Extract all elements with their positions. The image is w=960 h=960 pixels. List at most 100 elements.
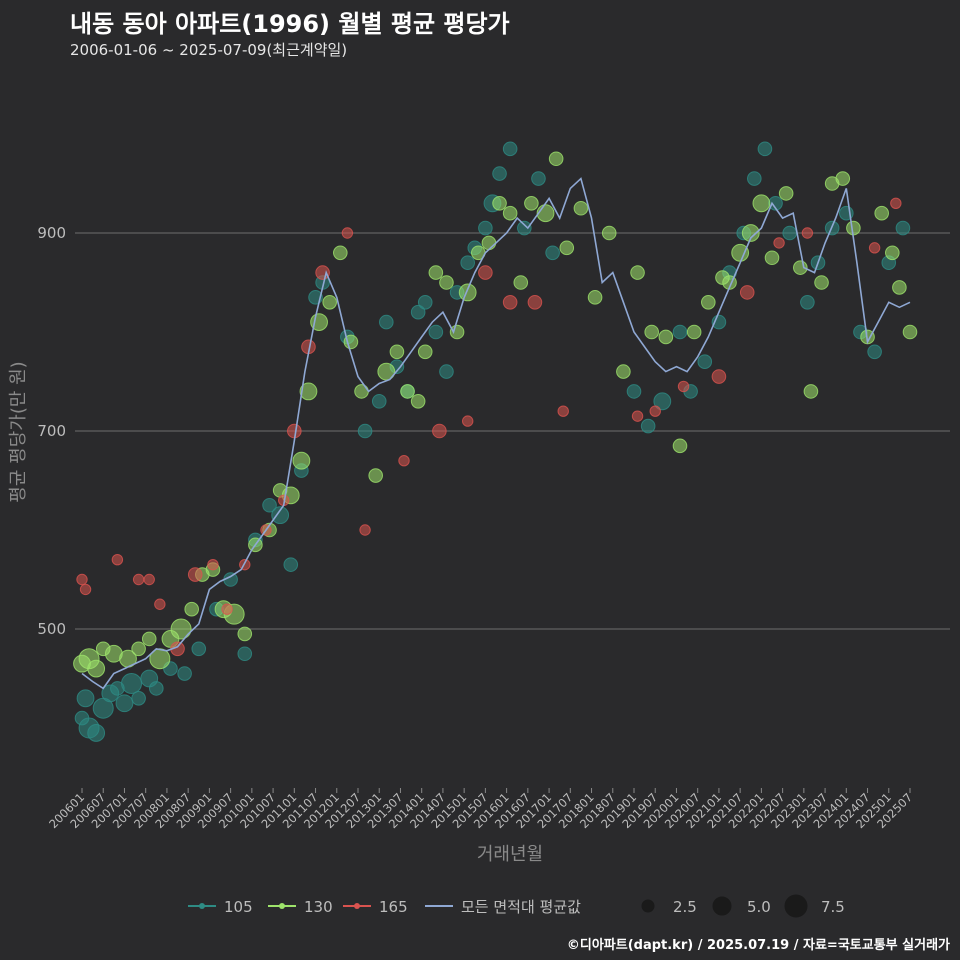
data-point-165 — [187, 567, 203, 582]
data-point-130 — [601, 225, 617, 241]
data-point-165 — [677, 380, 690, 393]
data-point-130 — [658, 329, 674, 345]
data-point-105 — [439, 364, 454, 379]
data-point-130 — [131, 641, 146, 657]
data-point-130 — [400, 384, 415, 399]
data-point-130 — [672, 438, 688, 454]
x-axis-label: 거래년월 — [477, 844, 543, 865]
data-point-130 — [741, 224, 760, 242]
data-point-105 — [149, 681, 164, 696]
data-point-130 — [874, 205, 889, 221]
data-point-165 — [111, 554, 124, 566]
data-point-105 — [757, 141, 773, 157]
data-point-105 — [626, 384, 642, 399]
data-point-130 — [417, 344, 433, 360]
data-point-105 — [121, 672, 143, 694]
size-legend-label: 7.5 — [821, 898, 845, 916]
data-point-130 — [701, 295, 716, 310]
data-point-165 — [649, 405, 661, 417]
data-point-165 — [868, 242, 881, 254]
data-point-130 — [292, 451, 311, 470]
size-legend-label: 2.5 — [673, 898, 697, 916]
data-point-105 — [417, 295, 433, 310]
data-point-165 — [478, 265, 493, 280]
data-point-105 — [460, 255, 475, 271]
data-point-105 — [428, 324, 444, 340]
data-point-130 — [524, 196, 539, 211]
data-point-165 — [398, 455, 410, 467]
data-point-130 — [492, 196, 507, 211]
data-point-105 — [115, 694, 134, 713]
data-point-105 — [237, 646, 253, 662]
data-point-165 — [143, 573, 155, 586]
data-point-105 — [410, 304, 426, 320]
data-point-130 — [559, 240, 575, 256]
data-point-105 — [76, 689, 95, 708]
data-point-130 — [764, 250, 780, 266]
data-point-105 — [867, 344, 882, 360]
data-point-105 — [379, 314, 394, 330]
legend-swatch-dot — [199, 903, 205, 909]
data-point-130 — [141, 631, 157, 647]
data-point-105 — [283, 557, 299, 572]
data-point-130 — [410, 394, 426, 409]
legend-label-130: 130 — [304, 898, 333, 916]
size-legend-label: 5.0 — [747, 898, 771, 916]
data-point-165 — [801, 227, 814, 239]
data-point-130 — [343, 334, 359, 350]
legend-swatch-dot — [279, 903, 285, 909]
data-point-130 — [481, 235, 497, 251]
y-axis-ticks: 500 700 900 — [37, 224, 66, 638]
data-point-165 — [76, 573, 88, 586]
data-point-165 — [79, 583, 92, 596]
data-point-105 — [492, 166, 507, 181]
data-point-105 — [131, 691, 146, 706]
average-line-group — [81, 177, 911, 690]
data-point-130 — [389, 344, 405, 360]
y-axis-label: 평균 평당가(만 원) — [8, 361, 29, 502]
data-point-130 — [587, 290, 603, 305]
data-point-165 — [773, 237, 785, 249]
chart-subtitle: 2006-01-06 ~ 2025-07-09(최근계약일) — [70, 41, 348, 59]
chart-title: 내동 동아 아파트(1996) 월별 평균 평당가 — [70, 10, 510, 38]
legend: 105 130 165 모든 면적대 평균값 2.5 5.0 7.5 — [188, 894, 845, 918]
x-axis-ticks: 2006012006072007012007072008012008072009… — [46, 788, 915, 831]
data-point-130 — [616, 364, 631, 379]
data-points — [73, 141, 918, 742]
data-point-105 — [545, 245, 560, 261]
data-point-105 — [782, 225, 797, 241]
data-point-130 — [892, 280, 907, 295]
legend-swatch-dot — [354, 903, 360, 909]
data-point-130 — [333, 245, 348, 261]
data-point-105 — [697, 354, 713, 370]
data-point-130 — [752, 194, 771, 213]
data-point-165 — [557, 405, 569, 417]
data-point-165 — [527, 295, 543, 310]
data-point-105 — [177, 666, 192, 681]
data-point-105 — [517, 220, 532, 236]
data-point-105 — [672, 324, 688, 340]
data-point-130 — [354, 384, 369, 399]
data-point-130 — [513, 275, 529, 290]
size-legend-circle — [641, 899, 655, 913]
y-tick-label: 900 — [37, 224, 66, 242]
legend-label-165: 165 — [379, 898, 408, 916]
data-point-165 — [631, 410, 644, 422]
data-point-165 — [359, 524, 371, 536]
data-point-130 — [573, 200, 589, 216]
data-point-165 — [207, 558, 219, 571]
data-point-130 — [548, 151, 564, 167]
data-point-130 — [536, 204, 555, 223]
data-point-165 — [711, 369, 727, 384]
data-point-105 — [357, 423, 373, 439]
data-point-105 — [191, 641, 207, 657]
data-point-165 — [221, 603, 233, 615]
data-point-130 — [184, 601, 199, 617]
data-point-130 — [814, 275, 829, 290]
data-point-165 — [502, 295, 518, 310]
y-tick-label: 700 — [37, 422, 66, 440]
data-point-130 — [439, 275, 454, 290]
data-point-130 — [299, 382, 318, 401]
data-point-130 — [170, 618, 192, 640]
